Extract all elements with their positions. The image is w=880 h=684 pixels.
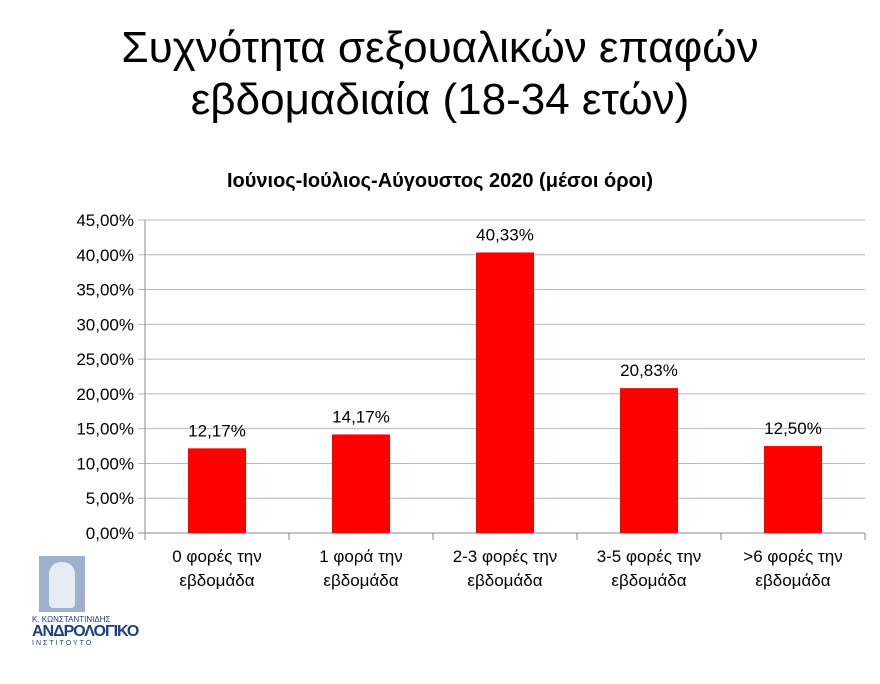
- y-tick-label: 0,00%: [86, 524, 134, 543]
- x-tick-label: 3-5 φορές την: [597, 547, 702, 566]
- bar: [620, 388, 678, 533]
- bar: [332, 434, 390, 533]
- y-tick-label: 40,00%: [76, 246, 134, 265]
- y-tick-label: 10,00%: [76, 454, 134, 473]
- x-tick-label: εβδομάδα: [323, 571, 398, 590]
- x-tick-label: 1 φορά την: [319, 547, 403, 566]
- title-line-1: Συχνότητα σεξουαλικών επαφών: [121, 23, 759, 72]
- y-tick-label: 35,00%: [76, 281, 134, 300]
- y-tick-label: 30,00%: [76, 315, 134, 334]
- data-label: 40,33%: [476, 225, 534, 244]
- logo-line-1: Κ. ΚΩΝΣΤΑΝΤΙΝΙΔΗΣ: [32, 615, 111, 624]
- x-tick-label: 2-3 φορές την: [453, 547, 558, 566]
- thinker-statue-image: [39, 556, 85, 612]
- y-tick-label: 20,00%: [76, 385, 134, 404]
- y-tick-label: 25,00%: [76, 350, 134, 369]
- bar: [476, 252, 534, 534]
- logo-line-2: ΑΝΔΡΟΛΟΓΙΚΟ: [32, 623, 139, 640]
- data-label: 14,17%: [332, 407, 390, 426]
- x-tick-label: εβδομάδα: [179, 571, 254, 590]
- y-tick-label: 45,00%: [76, 211, 134, 230]
- logo-line-3: ΙΝΣΤΙΤΟΥΤΟ: [32, 640, 94, 647]
- y-tick-label: 5,00%: [86, 489, 134, 508]
- data-label: 12,17%: [188, 421, 246, 440]
- x-tick-label: >6 φορές την: [743, 547, 842, 566]
- x-tick-label: εβδομάδα: [755, 571, 830, 590]
- bar: [764, 446, 822, 533]
- bar: [188, 448, 246, 533]
- y-tick-label: 15,00%: [76, 420, 134, 439]
- data-label: 20,83%: [620, 361, 678, 380]
- x-tick-label: 0 φορές την: [172, 547, 262, 566]
- data-label: 12,50%: [764, 419, 822, 438]
- title-line-2: εβδομαδιαία (18-34 ετών): [190, 75, 690, 124]
- x-tick-label: εβδομάδα: [467, 571, 542, 590]
- chart-title: Ιούνιος-Ιούλιος-Αύγουστος 2020 (μέσοι όρ…: [226, 170, 654, 192]
- page-title: Συχνότητα σεξουαλικών επαφών εβδομαδιαία…: [0, 22, 880, 126]
- institute-logo: Κ. ΚΩΝΣΤΑΝΤΙΝΙΔΗΣ ΑΝΔΡΟΛΟΓΙΚΟ ΙΝΣΤΙΤΟΥΤΟ: [32, 556, 139, 647]
- x-tick-label: εβδομάδα: [611, 571, 686, 590]
